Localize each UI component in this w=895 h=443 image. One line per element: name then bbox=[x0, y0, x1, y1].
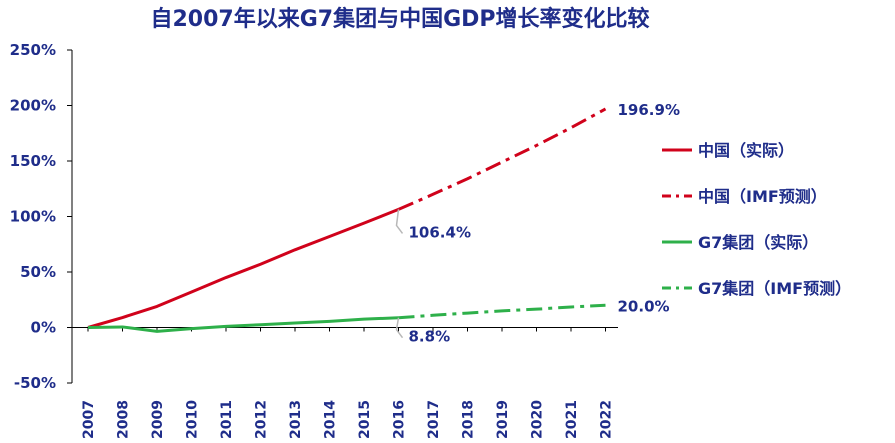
series-line-3 bbox=[398, 303, 606, 320]
legend-label: 中国（实际） bbox=[698, 141, 794, 160]
y-tick-label: 200% bbox=[10, 97, 56, 115]
legend-label: G7集团（IMF预测） bbox=[698, 279, 851, 298]
chart-data-labels: 196.9% 106.4% 8.8% 20.0% bbox=[395, 101, 680, 346]
data-label: 8.8% bbox=[409, 328, 451, 346]
data-label-leader bbox=[395, 317, 404, 339]
chart-axes: -50% 0% 50% 100% 150% 200% 250% 2007 2008 2009 201… bbox=[10, 41, 618, 439]
series-line-1 bbox=[397, 107, 607, 211]
x-tick-label: 2022 bbox=[599, 400, 615, 439]
x-tick-label: 2008 bbox=[116, 400, 132, 439]
x-tick-label: 2021 bbox=[564, 400, 580, 439]
legend-label: 中国（IMF预测） bbox=[698, 187, 827, 206]
x-tick-label: 2016 bbox=[392, 400, 408, 439]
x-tick-label: 2019 bbox=[495, 400, 511, 439]
x-tick-label: 2013 bbox=[288, 400, 304, 439]
data-label: 20.0% bbox=[618, 297, 670, 315]
chart-title: 自2007年以来G7集团与中国GDP增长率变化比较 bbox=[150, 6, 649, 32]
x-tick-label: 2012 bbox=[254, 400, 270, 439]
x-tick-label: 2007 bbox=[81, 400, 97, 439]
x-tick-label: 2018 bbox=[461, 400, 477, 439]
y-tick-label: 250% bbox=[10, 41, 56, 59]
y-tick-label: 0% bbox=[31, 319, 56, 337]
data-label-leader bbox=[395, 209, 404, 234]
x-tick-label: 2009 bbox=[150, 400, 166, 439]
x-tick-label: 2015 bbox=[357, 400, 373, 439]
y-tick-label: 150% bbox=[10, 152, 56, 170]
x-tick-label: 2020 bbox=[530, 400, 546, 439]
data-label: 106.4% bbox=[409, 223, 471, 241]
y-tick-label: 50% bbox=[20, 263, 56, 281]
x-tick-label: 2017 bbox=[426, 400, 442, 439]
series-line-2 bbox=[87, 316, 399, 333]
x-tick-label: 2011 bbox=[219, 400, 235, 439]
x-tick-label: 2014 bbox=[323, 400, 339, 439]
series-line-0 bbox=[87, 208, 400, 329]
y-tick-label: 100% bbox=[10, 208, 56, 226]
legend-label: G7集团（实际） bbox=[698, 233, 818, 252]
x-tick-label: 2010 bbox=[185, 400, 201, 439]
y-tick-label: -50% bbox=[14, 374, 56, 392]
chart-legend: 中国（实际） 中国（IMF预测） G7集团（实际） G7集团（IMF预测） bbox=[662, 141, 851, 298]
chart-series bbox=[87, 107, 607, 333]
data-label: 196.9% bbox=[618, 101, 680, 119]
